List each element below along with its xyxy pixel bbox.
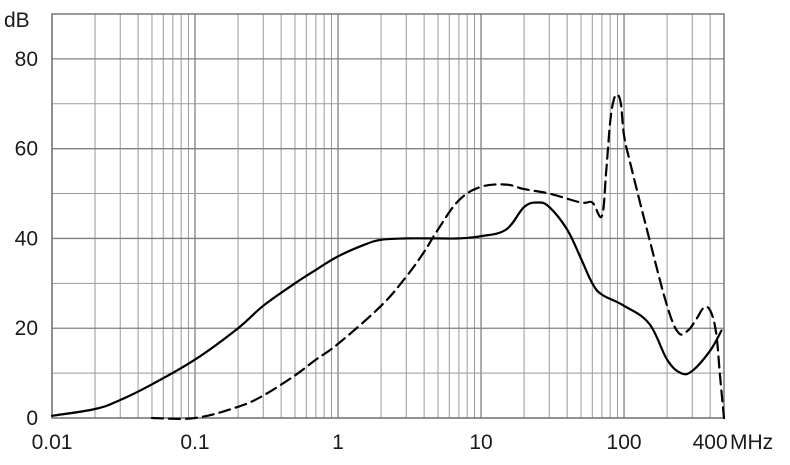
x-tick-label: 0.1 xyxy=(180,431,209,454)
x-axis-ticks: 0.01 0.1 1 10 100 400 xyxy=(32,431,728,454)
x-tick-label: 400 xyxy=(693,431,728,454)
series-layer xyxy=(50,93,726,420)
y-tick-label: 40 xyxy=(15,227,38,250)
chart-grid xyxy=(51,13,725,419)
y-tick-label: 60 xyxy=(15,138,38,161)
y-tick-label: 0 xyxy=(26,407,38,430)
x-tick-label: 100 xyxy=(607,431,642,454)
x-axis-unit-label: MHz xyxy=(730,431,773,454)
y-tick-label: 20 xyxy=(15,317,38,340)
x-tick-label: 0.01 xyxy=(32,431,73,454)
series-line-solid xyxy=(50,201,723,417)
x-tick-label: 1 xyxy=(332,431,344,454)
y-axis-ticks: 0 20 40 60 80 xyxy=(15,48,38,430)
series-line-dashed xyxy=(150,93,726,420)
x-tick-label: 10 xyxy=(469,431,492,454)
y-tick-label: 80 xyxy=(15,48,38,71)
y-axis-unit-label: dB xyxy=(4,9,30,32)
plot-frame xyxy=(51,13,725,419)
